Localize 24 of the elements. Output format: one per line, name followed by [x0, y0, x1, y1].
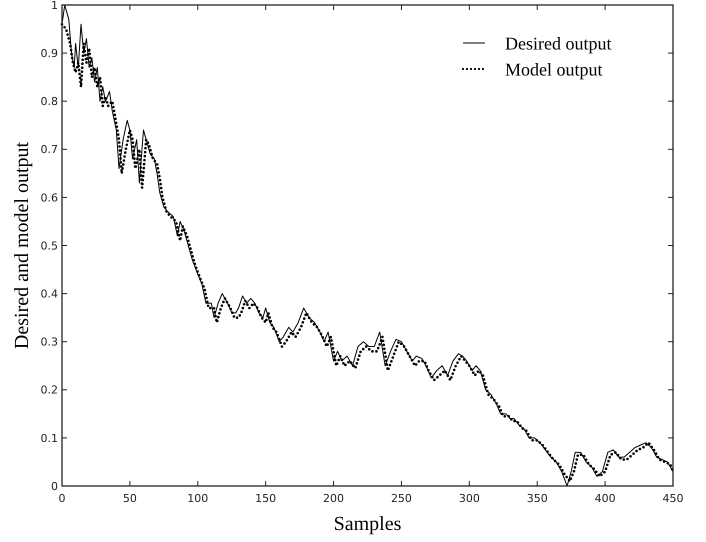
y-tick-label: 0.3: [40, 336, 58, 349]
x-tick-label: 100: [187, 492, 208, 505]
x-tick-label: 450: [662, 492, 684, 505]
y-tick-label: 0.6: [40, 191, 58, 204]
x-tick-label: 300: [458, 492, 480, 505]
x-axis-title: Samples: [334, 513, 402, 535]
y-tick-label: 1: [51, 0, 58, 12]
x-tick-label: 400: [594, 492, 616, 505]
y-tick-label: 0.7: [40, 143, 58, 156]
x-tick-label: 350: [526, 492, 548, 505]
y-axis-title: Desired and model output: [11, 141, 33, 350]
y-tick-label: 0.4: [40, 287, 58, 300]
y-tick-label: 0.2: [40, 384, 58, 397]
x-tick-label: 50: [122, 492, 137, 505]
x-tick-label: 200: [323, 492, 344, 505]
y-tick-label: 0: [51, 480, 58, 493]
legend-label: Model output: [505, 59, 602, 80]
x-tick-label: 150: [255, 492, 276, 505]
y-tick-label: 0.8: [40, 95, 58, 108]
legend-label: Desired output: [505, 33, 612, 54]
y-tick-label: 0.9: [40, 46, 58, 60]
y-tick-label: 0.5: [40, 239, 58, 252]
x-tick-label: 250: [390, 492, 412, 505]
y-tick-label: 0.1: [40, 432, 58, 445]
